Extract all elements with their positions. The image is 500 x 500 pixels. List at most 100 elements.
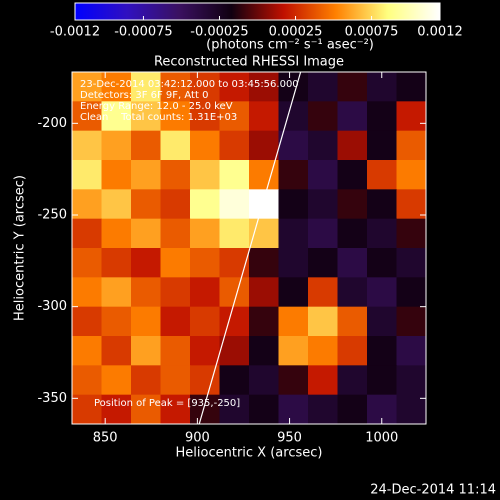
heatmap-cell [308,72,338,102]
x-tick-label: 1000 [365,431,398,446]
heatmap-cell [219,72,250,102]
heatmap-cell [219,336,250,366]
heatmap-cell [131,277,161,308]
x-axis-label: Heliocentric X (arcsec) [176,446,323,461]
heatmap-cell [308,189,338,220]
heatmap-cell [396,189,427,220]
heatmap-cell [131,160,161,190]
heatmap-cell [396,394,427,425]
heatmap-cell [190,72,220,102]
heatmap-cell [72,130,102,161]
heatmap-cell [190,101,220,132]
y-tick-label: -350 [37,391,67,406]
heatmap-cell [219,365,250,396]
heatmap-cell [160,130,191,161]
heatmap-cell [101,160,132,190]
heatmap-cell [219,306,250,337]
heatmap-cell [249,248,279,278]
heatmap-cell [278,130,309,161]
heatmap-cell [337,218,368,249]
heatmap-cell [367,277,397,308]
heatmap-cell [396,365,427,396]
heatmap-cell [101,365,132,396]
heatmap-cell [367,336,397,366]
heatmap-cell [278,189,309,220]
heatmap-cell [160,218,191,249]
colorbar-tick-label: 0.00075 [345,25,399,40]
heatmap-cell [72,218,102,249]
heatmap-cell [249,394,279,425]
heatmap-cell [101,101,132,132]
heatmap-cell [190,365,220,396]
heatmap-cell [72,101,102,132]
annotation: Energy Range: 12.0 - 25.0 keV [80,101,233,112]
heatmap-cell [101,306,132,337]
heatmap-cell [131,189,161,220]
heatmap-cell [396,248,427,278]
heatmap-cell [337,189,368,220]
heatmap-cell [190,248,220,278]
heatmap-cell [72,72,102,102]
heatmap-cell [160,160,191,190]
heatmap-cell [337,160,368,190]
heatmap-cell [308,248,338,278]
limb-line [198,71,302,425]
heatmap-cell [101,218,132,249]
heatmap-cell [160,248,191,278]
annotation: Clean Total counts: 1.31E+03 [80,112,237,123]
heatmap-cell [308,160,338,190]
plot-frame [71,71,427,425]
heatmap-cell [219,101,250,132]
annotation: Detectors: 3F 6F 9F, Att 0 [80,90,208,101]
heatmap-cell [72,277,102,308]
heatmap-cell [101,72,132,102]
heatmap-cell [249,336,279,366]
heatmap-cell [190,394,220,425]
heatmap-cell [219,394,250,425]
heatmap-cell [72,365,102,396]
heatmap-cell [72,189,102,220]
heatmap-cell [131,101,161,132]
heatmap-cell [308,101,338,132]
heatmap-cell [308,306,338,337]
colorbar-tick-label: -0.0012 [50,25,100,40]
heatmap-cell [249,101,279,132]
heatmap-cell [219,218,250,249]
heatmap-cell [190,130,220,161]
colorbar-tick-label: -0.00025 [190,25,248,40]
heatmap-cell [367,306,397,337]
heatmap-cell [308,277,338,308]
heatmap-cell [101,189,132,220]
heatmap-cell [278,336,309,366]
colorbar-tick-label: 0.00025 [269,25,323,40]
heatmap-cell [101,130,132,161]
heatmap-cell [219,160,250,190]
heatmap-cell [278,101,309,132]
heatmap-cell [337,394,368,425]
heatmap-cell [278,277,309,308]
heatmap-cell [367,160,397,190]
heatmap-cell [367,248,397,278]
heatmap-cell [160,365,191,396]
heatmap-cell [278,218,309,249]
heatmap-cell [396,336,427,366]
heatmap-cell [249,72,279,102]
heatmap-cell [190,189,220,220]
y-tick-label: -250 [37,208,67,223]
heatmap-cell [396,130,427,161]
heatmap-cell [308,336,338,366]
heatmap-cell [396,160,427,190]
heatmap-cell [160,306,191,337]
heatmap-cell [278,365,309,396]
heatmap-cell [396,277,427,308]
heatmap-cell [396,306,427,337]
heatmap-cell [160,72,191,102]
heatmap-cell [219,130,250,161]
x-tick-label: 950 [277,431,302,446]
heatmap-cell [308,218,338,249]
heatmap-cell [131,248,161,278]
heatmap-cell [190,277,220,308]
heatmap-cell [337,306,368,337]
heatmap-cell [219,189,250,220]
heatmap-cell [396,72,427,102]
